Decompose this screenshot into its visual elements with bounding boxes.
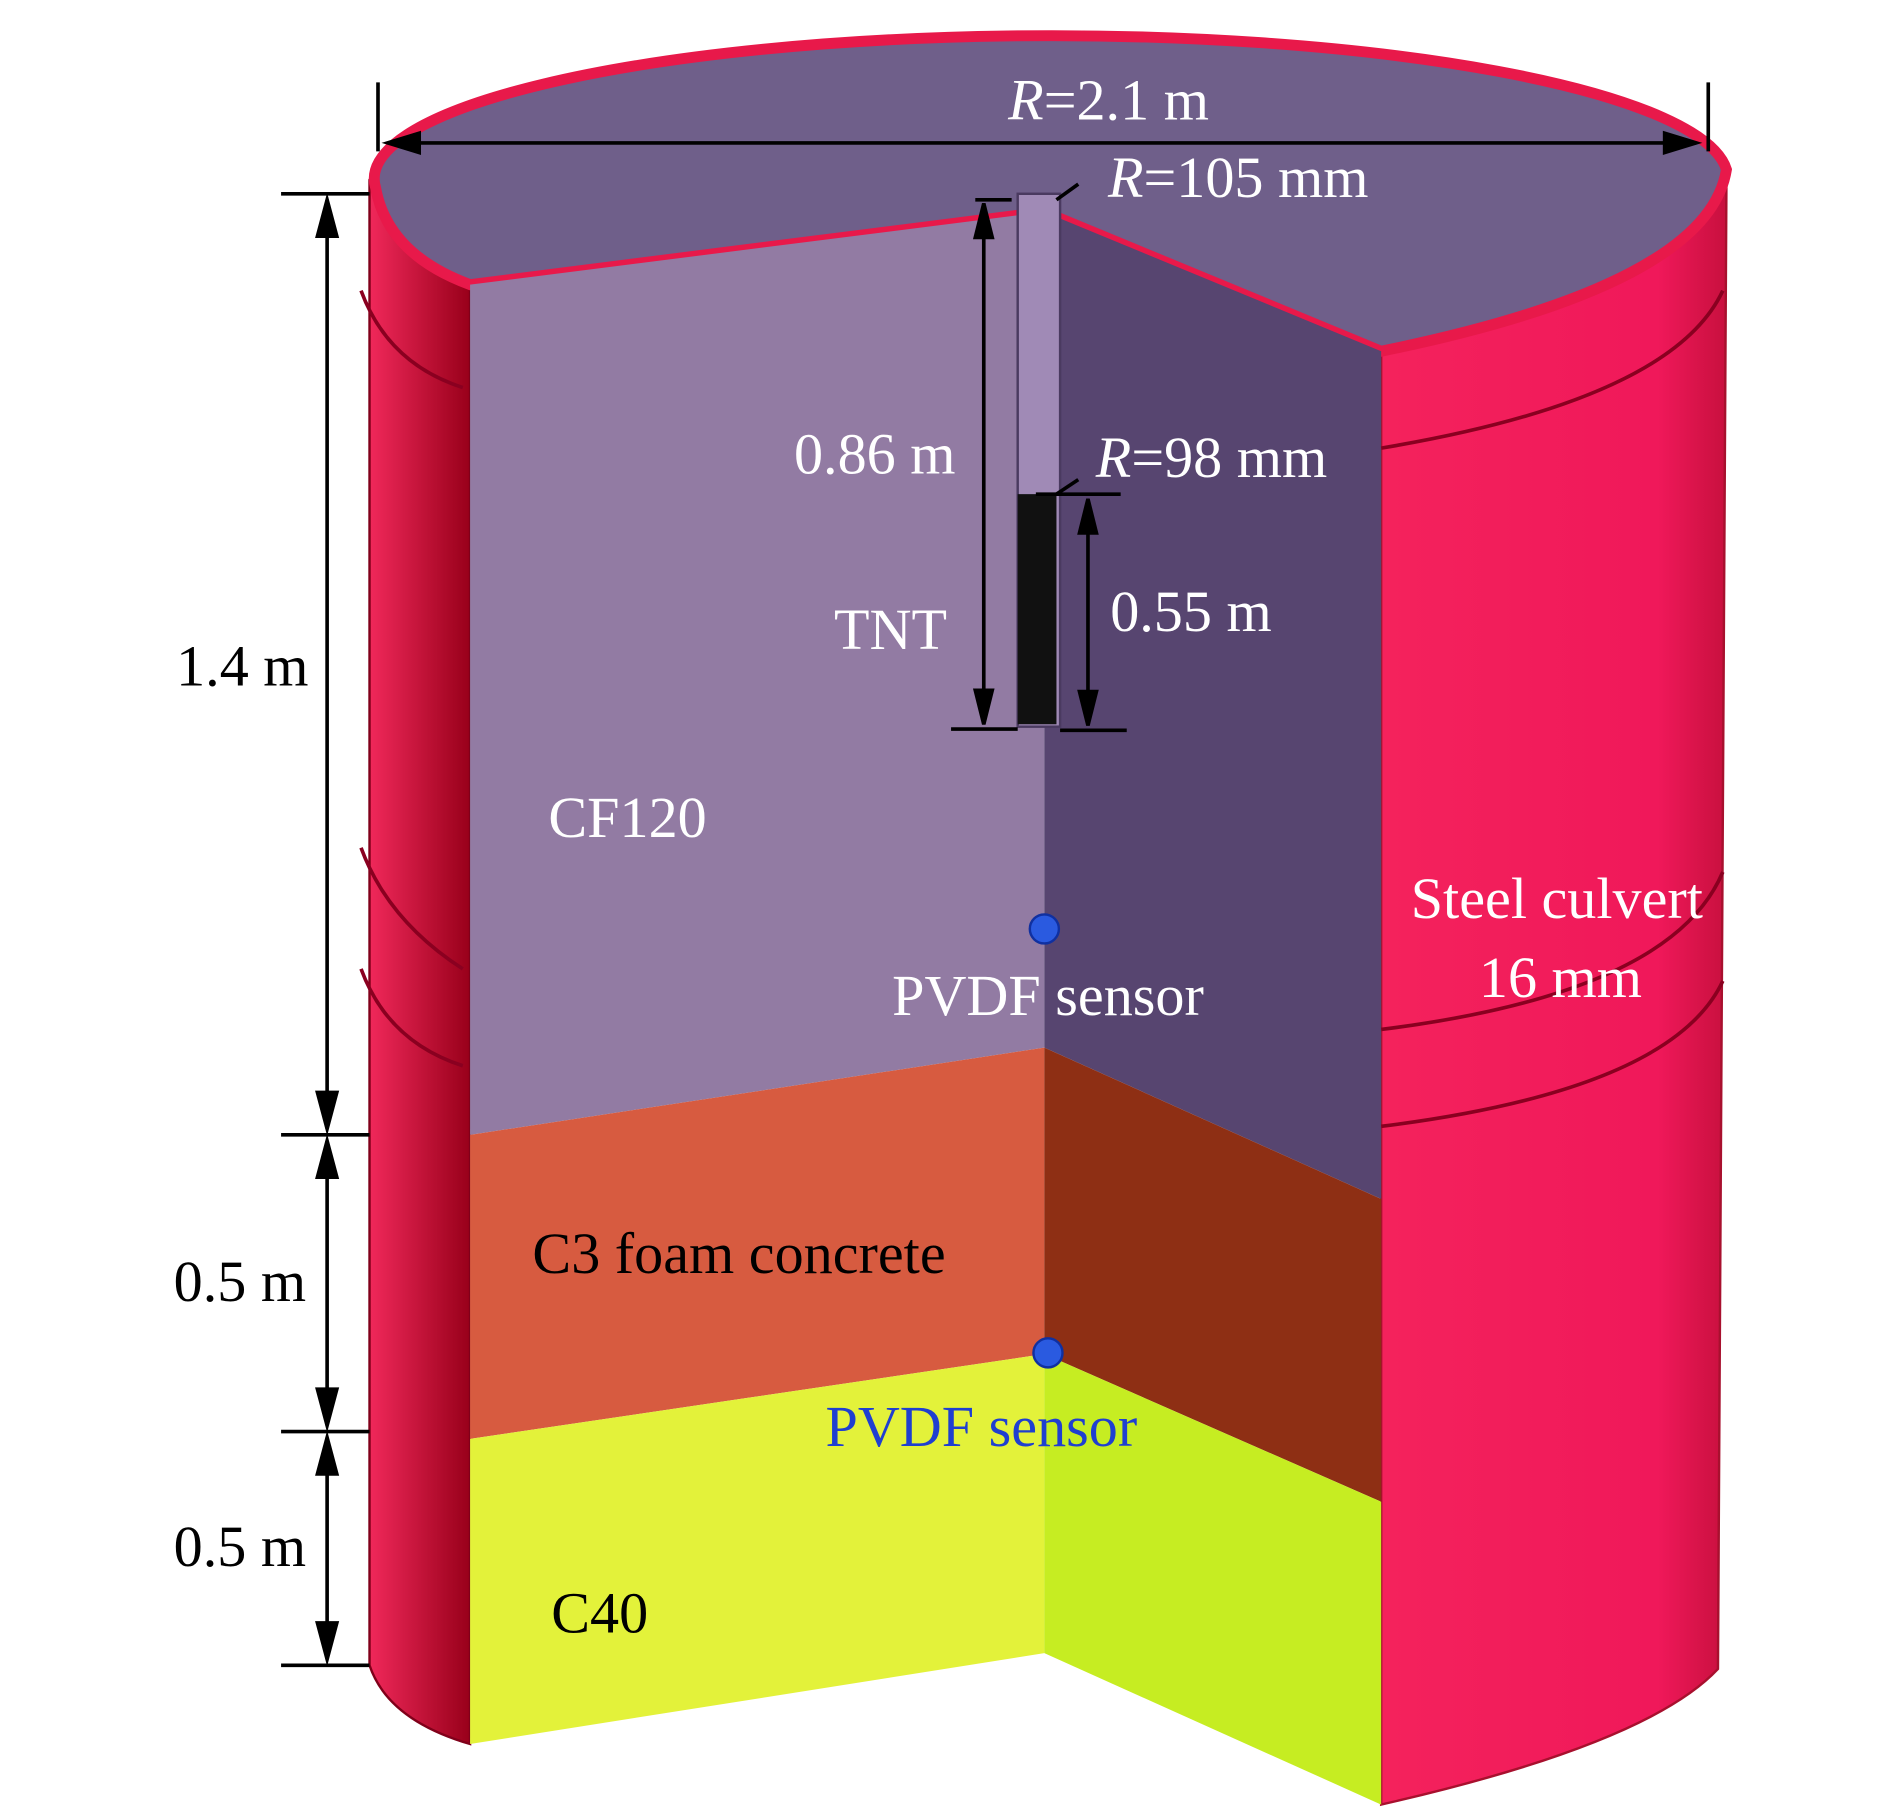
- c3-right: [1044, 1047, 1382, 1502]
- symbol: R: [1107, 145, 1144, 210]
- layer-label: CF120: [548, 785, 706, 850]
- sensor-label: PVDF sensor: [892, 963, 1204, 1028]
- layer-height-label: 0.5 m: [174, 1514, 306, 1579]
- labels: R=2.1 m R=105 mm R=98 mm 0.86 m 0.55 m T…: [174, 68, 1703, 1646]
- charge-length-label: 0.55 m: [1110, 579, 1271, 644]
- hole-depth-label: 0.86 m: [794, 422, 955, 487]
- layer-label: C40: [551, 1581, 648, 1646]
- sensor-label: PVDF sensor: [825, 1394, 1137, 1459]
- cf120-right: [1044, 211, 1382, 1200]
- hole-radius-label: R=105 mm: [1107, 145, 1368, 210]
- layer-height-label: 0.5 m: [174, 1249, 306, 1314]
- shell-left: [368, 178, 472, 1746]
- culvert-label: Steel culvert: [1411, 866, 1703, 931]
- cf120-left: [470, 211, 1045, 1135]
- c40-left: [470, 1354, 1045, 1745]
- sensor-dot: [1032, 1337, 1064, 1369]
- c40-right: [1044, 1354, 1382, 1805]
- culvert-thickness-label: 16 mm: [1479, 945, 1642, 1010]
- shell-seams: [359, 289, 1725, 1129]
- cylinder: [359, 30, 1733, 1807]
- sensor-dot: [1028, 913, 1061, 945]
- symbol: R: [1007, 68, 1044, 133]
- layer-label: C3 foam concrete: [532, 1221, 945, 1286]
- value: =98 mm: [1131, 425, 1327, 490]
- dimension-lines: [281, 82, 1711, 1668]
- c3-left: [470, 1047, 1045, 1439]
- value: =105 mm: [1143, 145, 1368, 210]
- value: =2.1 m: [1044, 68, 1209, 133]
- outer-radius-label: R=2.1 m: [1007, 68, 1209, 133]
- symbol: R: [1095, 425, 1132, 490]
- layer-height-label: 1.4 m: [176, 634, 308, 699]
- charge-label: TNT: [834, 597, 947, 662]
- tnt-charge: [1017, 494, 1057, 725]
- charge-radius-label: R=98 mm: [1095, 425, 1327, 490]
